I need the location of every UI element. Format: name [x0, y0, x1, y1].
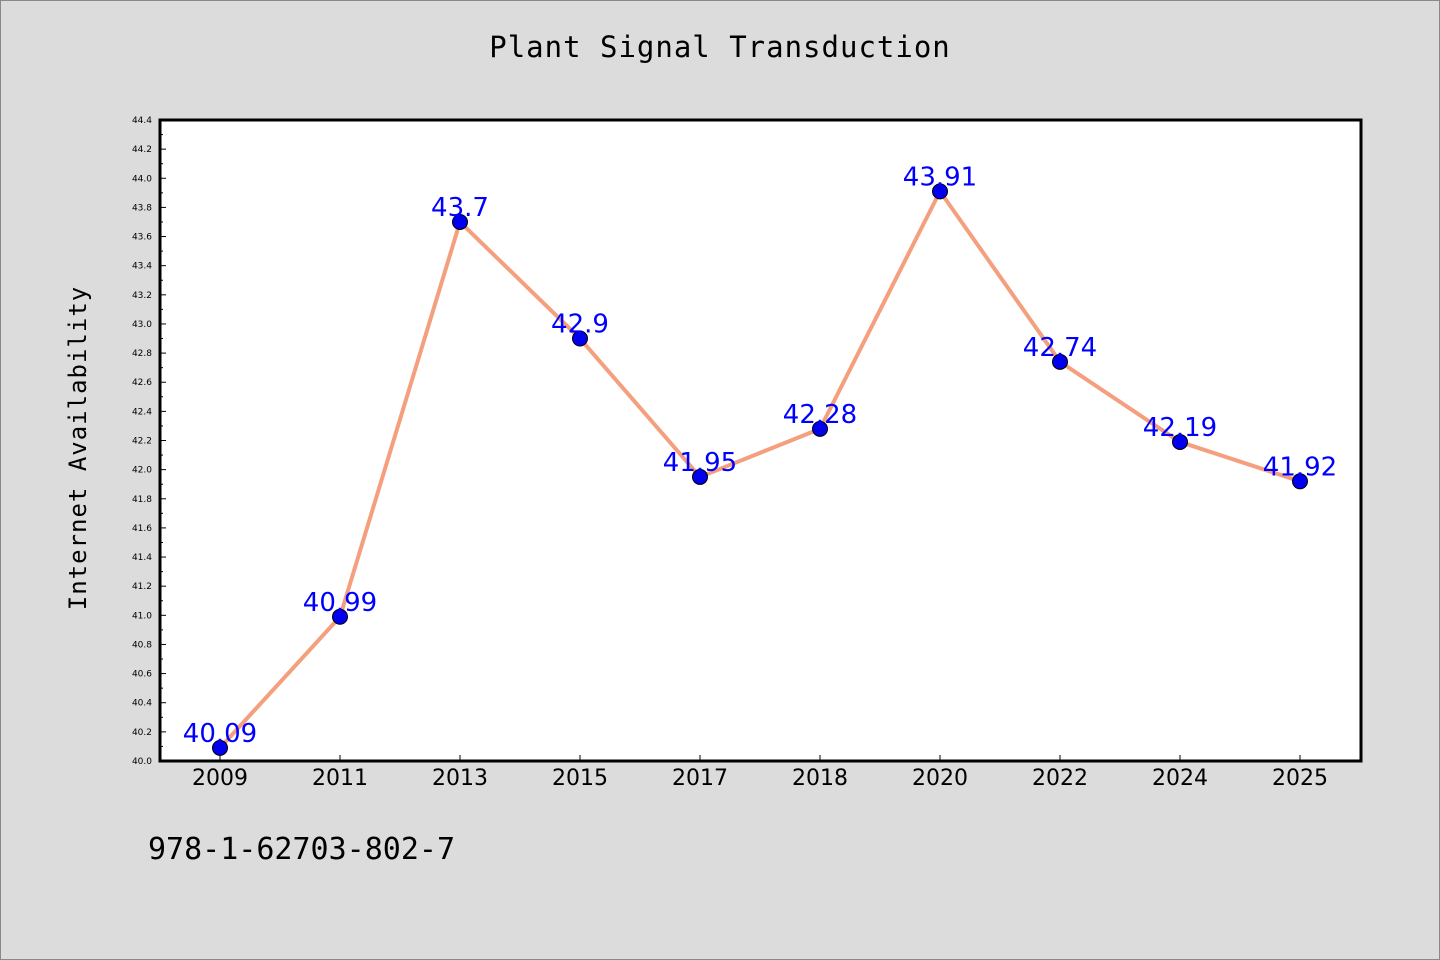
data-point	[1052, 353, 1068, 370]
data-point	[812, 420, 828, 437]
y-tick-label: 41.8	[132, 495, 152, 505]
data-label: 42.74	[1023, 333, 1097, 363]
plot-area	[158, 118, 1363, 763]
x-tick-label: 2020	[912, 766, 968, 791]
y-tick-label: 40.2	[132, 728, 152, 738]
data-point	[932, 183, 948, 200]
x-tick-label: 2015	[552, 766, 608, 791]
y-tick-label: 44.0	[132, 174, 152, 184]
series-line-group	[218, 189, 1301, 750]
data-point	[332, 608, 348, 625]
data-label: 42.28	[783, 400, 857, 430]
data-point	[572, 330, 588, 347]
data-point	[692, 468, 708, 485]
series-line	[218, 189, 1301, 750]
x-tick-label: 2025	[1272, 766, 1328, 791]
x-tick-label: 2018	[792, 766, 848, 791]
y-tick-label: 43.2	[132, 291, 152, 301]
y-tick-label: 41.2	[132, 582, 152, 592]
x-tick-label: 2017	[672, 766, 728, 791]
y-tick-label: 40.4	[132, 699, 152, 709]
y-tick-label: 42.4	[132, 407, 152, 417]
chart-title: Plant Signal Transduction	[489, 30, 951, 64]
data-label: 40.09	[183, 719, 257, 749]
data-label: 43.7	[431, 193, 489, 223]
y-tick-label: 41.6	[132, 524, 152, 534]
data-point	[212, 739, 228, 756]
y-tick-label: 42.6	[132, 378, 152, 388]
y-tick-label: 43.8	[132, 203, 152, 213]
data-point	[452, 213, 468, 230]
y-axis: 40.0 40.2 40.4 40.6 40.8 41.0 41.2 41.4 41.6 41.8…	[132, 116, 166, 767]
data-point	[1292, 473, 1308, 490]
y-tick-label: 44.2	[132, 145, 152, 155]
data-label-group: 40.09 40.99 43.7 42.9 41.95 42.28 43.91 42.74 42…	[183, 162, 1337, 749]
y-tick-label: 42.0	[132, 466, 152, 476]
data-point	[1172, 433, 1188, 450]
x-axis: 2009 2011 2013 2015 2017 2018 2020 2022 2024 2025	[192, 755, 1328, 791]
y-tick-label: 41.4	[132, 553, 152, 563]
x-tick-label: 2024	[1152, 766, 1208, 791]
y-tick-label: 40.6	[132, 670, 152, 680]
data-label: 42.9	[551, 310, 609, 340]
x-tick-label: 2009	[192, 766, 248, 791]
y-tick-label: 40.0	[132, 757, 152, 767]
y-tick-label: 43.4	[132, 262, 152, 272]
marker-group	[212, 183, 1308, 756]
y-tick-label: 43.0	[132, 320, 152, 330]
data-label: 41.95	[663, 448, 737, 478]
y-tick-label: 44.4	[132, 116, 152, 126]
x-tick-label: 2013	[432, 766, 488, 791]
y-tick-label: 41.0	[132, 611, 152, 621]
x-tick-label: 2022	[1032, 766, 1088, 791]
data-label: 40.99	[303, 588, 377, 618]
footer-code: 978-1-62703-802-7	[148, 832, 456, 867]
data-label: 42.19	[1143, 413, 1217, 443]
y-axis-label: Internet Availability	[64, 286, 92, 610]
y-tick-label: 42.2	[132, 437, 152, 447]
data-label: 43.91	[903, 162, 977, 192]
y-tick-label: 42.8	[132, 349, 152, 359]
y-tick-label: 43.6	[132, 233, 152, 243]
x-tick-label: 2011	[312, 766, 368, 791]
data-label: 41.92	[1263, 452, 1337, 482]
y-tick-label: 40.8	[132, 640, 152, 650]
